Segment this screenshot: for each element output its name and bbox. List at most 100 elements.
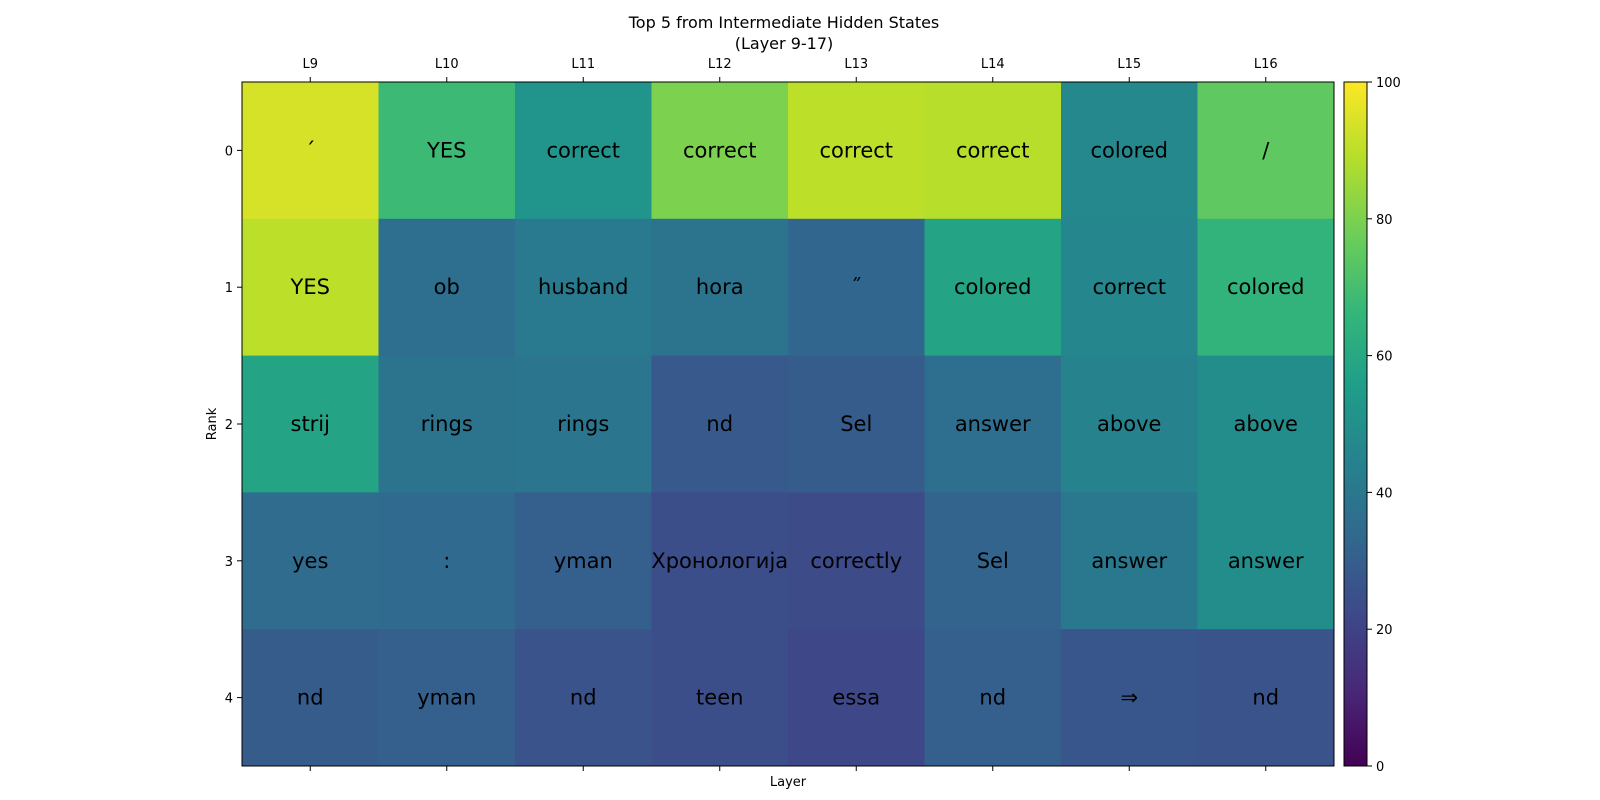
heatmap-cell <box>924 355 1062 493</box>
heatmap-cell <box>1061 355 1198 493</box>
cell-token-label: colored <box>1227 275 1305 299</box>
heatmap-cell <box>515 629 652 767</box>
heatmap-cell <box>378 82 516 220</box>
colorbar-tick-label: 20 <box>1376 623 1393 638</box>
x-axis-ticks: L9 L10 L11 L12 L13 L14 L15 L16 <box>302 57 1278 771</box>
heatmap-cell <box>242 82 379 220</box>
heatmap-cell <box>242 492 379 630</box>
x-axis-label: Layer <box>770 775 807 790</box>
heatmap-cell <box>651 629 789 767</box>
chart-title-line-1: Top 5 from Intermediate Hidden States <box>628 13 940 32</box>
heatmap-cell <box>515 82 652 220</box>
cell-token-label: ob <box>434 275 460 299</box>
x-tick-label: L10 <box>435 57 459 72</box>
heatmap-cell <box>651 82 789 220</box>
x-tick-label: L13 <box>844 57 868 72</box>
heatmap-cell <box>788 82 925 220</box>
y-tick-label: 2 <box>225 418 233 433</box>
cell-token-label: colored <box>954 275 1032 299</box>
y-tick-label: 0 <box>225 144 233 159</box>
y-axis-label: Rank <box>205 407 220 440</box>
heatmap-cell <box>1061 492 1198 630</box>
cell-token-label: answer <box>1228 549 1304 573</box>
heatmap-cell <box>788 218 925 357</box>
cell-token-label: ⇒ <box>1120 686 1138 710</box>
heatmap-cell <box>924 82 1062 220</box>
cell-token-label: ´ <box>305 138 316 162</box>
cell-token-label: correct <box>683 138 757 162</box>
cell-token-label: ˝ <box>851 275 862 299</box>
heatmap-cell <box>378 492 516 630</box>
heatmap-cells: ´ YES correct correct correct correct colored /… <box>242 82 1335 767</box>
y-tick-label: 4 <box>225 692 233 707</box>
cell-token-label: nd <box>979 686 1006 710</box>
x-tick-label: L15 <box>1117 57 1141 72</box>
x-tick-label: L12 <box>708 57 732 72</box>
heatmap-cell <box>651 218 789 357</box>
heatmap-cell <box>651 492 789 630</box>
heatmap-cell <box>1197 82 1335 220</box>
cell-token-label: essa <box>832 686 880 710</box>
cell-token-label: correct <box>1092 275 1166 299</box>
heatmap-cell <box>515 218 652 357</box>
cell-token-label: YES <box>426 138 466 162</box>
cell-token-label: : <box>443 549 450 573</box>
colorbar-tick-label: 60 <box>1376 350 1393 365</box>
y-tick-label: 1 <box>225 281 233 296</box>
heatmap-cell <box>378 355 516 493</box>
cell-token-label: yman <box>417 686 476 710</box>
x-tick-label: L9 <box>302 57 318 72</box>
heatmap-cell <box>1197 492 1335 630</box>
cell-token-label: above <box>1097 412 1161 436</box>
y-axis-ticks: 0 1 2 3 4 <box>225 144 242 707</box>
cell-token-label: Sel <box>977 549 1009 573</box>
cell-token-label: / <box>1262 138 1270 162</box>
cell-token-label: nd <box>1252 686 1279 710</box>
cell-token-label: nd <box>570 686 597 710</box>
colorbar-tick-label: 0 <box>1376 760 1384 775</box>
chart-title-line-2: (Layer 9-17) <box>735 34 834 53</box>
cell-token-label: husband <box>538 275 628 299</box>
y-tick-label: 3 <box>225 555 233 570</box>
heatmap-cell <box>788 629 925 767</box>
cell-token-label: correct <box>956 138 1030 162</box>
cell-token-label: rings <box>421 412 473 436</box>
cell-token-label: correctly <box>810 549 902 573</box>
cell-token-label: correct <box>546 138 620 162</box>
heatmap-cell <box>651 355 789 493</box>
cell-token-label: Хронологија <box>651 549 788 573</box>
cell-token-label: answer <box>1091 549 1167 573</box>
cell-token-label: nd <box>706 412 733 436</box>
cell-token-label: yman <box>554 549 613 573</box>
heatmap-cell <box>788 492 925 630</box>
cell-token-label: strij <box>291 412 330 436</box>
heatmap-cell <box>1061 218 1198 357</box>
x-tick-label: L16 <box>1254 57 1278 72</box>
heatmap-cell <box>515 492 652 630</box>
x-tick-label: L11 <box>571 57 595 72</box>
colorbar-ticks: 0 20 40 60 80 100 <box>1367 76 1401 775</box>
heatmap-cell <box>242 218 379 357</box>
cell-token-label: Sel <box>840 412 872 436</box>
heatmap-cell <box>515 355 652 493</box>
heatmap-cell <box>378 218 516 357</box>
heatmap-cell <box>1197 355 1335 493</box>
x-tick-label: L14 <box>981 57 1005 72</box>
colorbar-tick-label: 100 <box>1376 76 1401 91</box>
cell-token-label: above <box>1234 412 1298 436</box>
cell-token-label: teen <box>696 686 743 710</box>
heatmap-cell <box>1197 218 1335 357</box>
cell-token-label: YES <box>290 275 330 299</box>
heatmap-cell <box>1197 629 1335 767</box>
heatmap-cell <box>242 355 379 493</box>
heatmap-cell <box>378 629 516 767</box>
colorbar-tick-label: 40 <box>1376 486 1393 501</box>
heatmap-cell <box>1061 82 1198 220</box>
colorbar <box>1343 81 1368 767</box>
heatmap-cell <box>924 492 1062 630</box>
cell-token-label: correct <box>819 138 893 162</box>
heatmap-cell <box>924 218 1062 357</box>
heatmap-cell <box>242 629 379 767</box>
cell-token-label: nd <box>297 686 324 710</box>
cell-token-label: hora <box>696 275 744 299</box>
